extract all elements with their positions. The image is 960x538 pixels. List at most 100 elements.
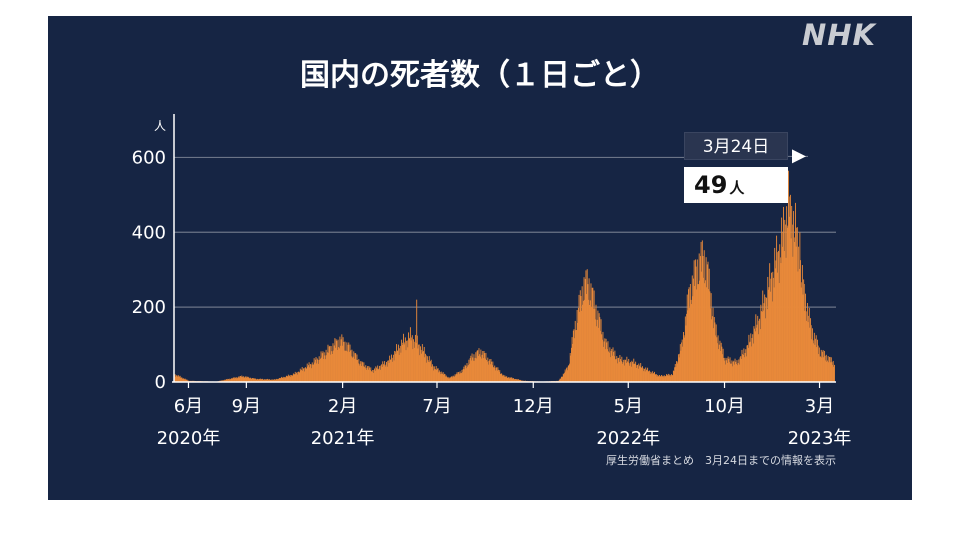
bar-day <box>310 364 312 382</box>
bar-day <box>632 361 633 382</box>
bar-day <box>416 299 418 382</box>
bar-day <box>413 339 415 382</box>
bar-day <box>448 378 450 382</box>
bar-day <box>399 345 401 382</box>
bar-day <box>420 349 422 382</box>
bar-day <box>346 342 348 382</box>
bar-day <box>243 376 245 382</box>
bar-day <box>369 370 371 382</box>
bar-day <box>764 318 766 382</box>
bar-day <box>302 368 304 382</box>
bar-day <box>576 309 578 382</box>
bar-day <box>716 337 718 382</box>
bar-day <box>636 365 638 382</box>
bar-day <box>754 328 756 382</box>
bar-day <box>767 276 769 382</box>
x-tick-label-3: 7月 <box>422 396 451 417</box>
bar-day <box>364 366 365 382</box>
bar-day <box>443 373 445 382</box>
bar-day <box>618 361 620 382</box>
bar-day <box>706 287 708 382</box>
bar-day <box>496 370 498 382</box>
bar-day <box>282 377 284 382</box>
bar-day <box>306 363 308 382</box>
bar-day <box>747 347 749 382</box>
bar-day <box>781 217 783 382</box>
bar-day <box>365 369 367 382</box>
bar-day <box>403 333 404 382</box>
bar-day <box>300 370 302 382</box>
bar-day <box>304 371 306 382</box>
bar-day <box>492 361 494 382</box>
bar-day <box>353 351 355 382</box>
bar-day <box>659 374 661 382</box>
bar-day <box>725 364 727 382</box>
bar-day <box>794 237 796 382</box>
bar-day <box>508 378 510 382</box>
bar-day <box>653 373 655 382</box>
bar-day <box>308 362 310 382</box>
bar-day <box>724 357 726 382</box>
bar-day <box>437 368 439 382</box>
bar-day <box>662 375 664 382</box>
x-year-label-7: 2023年 <box>788 428 852 449</box>
bar-day <box>686 294 688 382</box>
bar-day <box>399 348 401 382</box>
bar-day <box>433 366 435 382</box>
bar-day <box>383 365 385 382</box>
bar-day <box>261 379 263 382</box>
bar-day <box>592 287 594 382</box>
bar-day <box>471 353 473 382</box>
bar-day <box>175 376 177 382</box>
bar-day <box>258 379 260 382</box>
bar-day <box>321 357 323 382</box>
bar-day <box>348 351 350 382</box>
bar-day <box>596 319 598 382</box>
bar-day <box>314 362 316 382</box>
bar-day <box>503 376 505 382</box>
bar-day <box>597 310 599 382</box>
bar-day <box>231 378 233 382</box>
bar-day <box>823 357 825 382</box>
bar-day <box>318 363 320 382</box>
bar-day <box>435 366 437 382</box>
bar-day <box>281 377 283 382</box>
bar-day <box>785 257 787 382</box>
bar-day <box>282 376 284 382</box>
bar-day <box>490 358 492 382</box>
bar-day <box>682 346 684 382</box>
bar-day <box>678 357 680 382</box>
bar-day <box>250 378 252 382</box>
bar-day <box>766 298 767 382</box>
bar-day <box>584 278 586 382</box>
bar-day <box>559 379 560 382</box>
bar-day <box>659 376 661 382</box>
bar-day <box>418 344 420 382</box>
bar-day <box>623 365 625 382</box>
bar-day <box>628 365 630 382</box>
bar-day <box>428 356 430 382</box>
bar-day <box>650 371 652 382</box>
bar-day <box>584 299 586 382</box>
bar-day <box>769 291 771 382</box>
bar-day <box>806 302 808 382</box>
bar-day <box>180 377 182 382</box>
bar-day <box>776 272 778 382</box>
bar-day <box>235 377 236 382</box>
bar-day <box>696 289 698 382</box>
bar-day <box>789 194 791 382</box>
bar-day <box>487 357 489 382</box>
bar-day <box>408 337 410 382</box>
bar-day <box>183 378 185 382</box>
bar-day <box>504 375 506 382</box>
bar-day <box>679 353 681 382</box>
bar-day <box>230 379 231 382</box>
bar-day <box>368 366 370 382</box>
bar-day <box>396 344 398 382</box>
bar-day <box>500 373 502 382</box>
bar-day <box>440 374 442 382</box>
bar-day <box>789 196 791 382</box>
bar-day <box>507 377 509 382</box>
bar-day <box>240 376 241 382</box>
bar-day <box>760 304 762 382</box>
